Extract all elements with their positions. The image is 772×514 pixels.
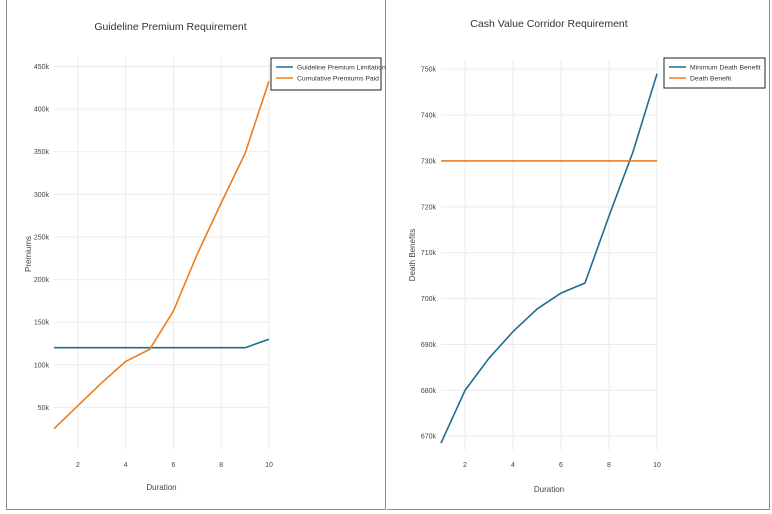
x-axis-label: Duration <box>146 483 176 492</box>
cash-value-corridor-chart: 2 4 6 8 10 670k 680k 690k 700k 710k 720k 730k 740k 75… <box>408 18 766 494</box>
x-tick-label: 6 <box>171 462 175 469</box>
y-tick-label: 250k <box>34 234 50 241</box>
legend-box <box>663 57 766 89</box>
x-tick-label: 6 <box>559 462 563 469</box>
y-tick-label: 670k <box>421 434 437 441</box>
y-tick-label: 750k <box>421 67 437 74</box>
x-axis-label: Duration <box>534 485 564 494</box>
guideline-premium-chart: 2 4 6 8 10 50k 100k 150k 200k 250k 300k 350k 400k 450… <box>24 21 386 492</box>
y-tick-label: 730k <box>421 158 437 165</box>
legend-box <box>270 57 382 91</box>
y-tick-label: 450k <box>34 64 50 71</box>
x-tick-label: 2 <box>463 462 467 469</box>
chart-panel-cash-value-corridor: 2 4 6 8 10 670k 680k 690k 700k 710k 720k 730k 740k 75… <box>387 0 770 510</box>
y-tick-label: 350k <box>34 149 50 156</box>
y-axis-label: Premiums <box>24 236 33 272</box>
x-tick-label: 10 <box>653 462 661 469</box>
y-tick-label: 690k <box>421 342 437 349</box>
chart-panel-guideline-premium: 2 4 6 8 10 50k 100k 150k 200k 250k 300k 350k 400k 450… <box>6 0 386 510</box>
y-tick-label: 400k <box>34 107 50 114</box>
series-line-cumulative-premiums-paid <box>53 80 270 430</box>
series-line-guideline-premium-limitation <box>54 338 270 349</box>
x-tick-label: 8 <box>219 462 223 469</box>
legend-label: Minimum Death Benefit <box>690 65 761 72</box>
y-tick-label: 50k <box>38 405 50 412</box>
x-tick-label: 4 <box>511 462 515 469</box>
chart-title: Cash Value Corridor Requirement <box>470 18 627 30</box>
y-tick-label: 150k <box>34 320 50 327</box>
y-tick-label: 200k <box>34 277 50 284</box>
x-tick-label: 8 <box>607 462 611 469</box>
x-tick-label: 4 <box>124 462 128 469</box>
y-tick-label: 700k <box>421 296 437 303</box>
y-axis-label: Death Benefits <box>408 229 417 281</box>
series-line-minimum-death-benefit <box>440 73 658 444</box>
y-tick-label: 720k <box>421 204 437 211</box>
y-tick-label: 680k <box>421 388 437 395</box>
x-tick-label: 2 <box>76 462 80 469</box>
legend-label: Death Benefit <box>690 76 731 83</box>
x-tick-label: 10 <box>265 462 273 469</box>
y-tick-label: 710k <box>421 250 437 257</box>
chart-title: Guideline Premium Requirement <box>94 21 246 33</box>
legend-label: Guideline Premium Limitation <box>297 65 386 72</box>
y-tick-label: 100k <box>34 362 50 369</box>
y-tick-label: 300k <box>34 192 50 199</box>
y-tick-label: 740k <box>421 113 437 120</box>
legend-label: Cumulative Premiums Paid <box>297 76 379 83</box>
